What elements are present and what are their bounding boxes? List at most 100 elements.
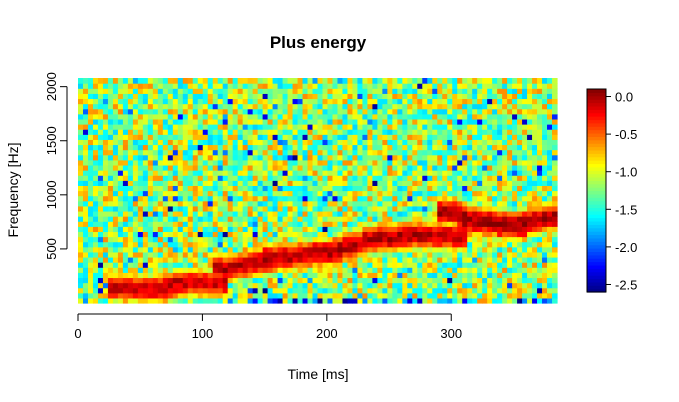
heatmap-cell: [132, 282, 139, 289]
heatmap-cell: [197, 297, 204, 304]
heatmap-cell: [357, 185, 364, 192]
heatmap-cell: [207, 129, 214, 135]
heatmap-cell: [502, 256, 508, 263]
heatmap-cell: [222, 180, 229, 186]
heatmap-cell: [177, 200, 184, 207]
heatmap-cell: [227, 124, 234, 130]
heatmap-cell: [222, 287, 229, 294]
heatmap-cell: [432, 297, 438, 304]
heatmap-cell: [78, 124, 84, 130]
heatmap-cell: [442, 175, 448, 181]
heatmap-cell: [247, 98, 254, 105]
heatmap-cell: [487, 262, 493, 268]
heatmap-cell: [327, 272, 334, 279]
heatmap-cell: [527, 246, 533, 253]
heatmap-cell: [392, 108, 398, 115]
heatmap-cell: [242, 118, 249, 125]
heatmap-cell: [207, 88, 214, 94]
heatmap-cell: [377, 154, 383, 161]
heatmap-cell: [162, 216, 169, 222]
heatmap-cell: [342, 262, 349, 268]
heatmap-cell: [442, 272, 448, 279]
heatmap-cell: [527, 149, 533, 156]
heatmap-cell: [267, 272, 274, 279]
heatmap-cell: [102, 287, 109, 294]
heatmap-cell: [502, 83, 508, 89]
heatmap-cell: [387, 287, 393, 294]
heatmap-cell: [212, 88, 219, 94]
heatmap-cell: [422, 292, 428, 299]
heatmap-cell: [167, 103, 174, 110]
heatmap-cell: [227, 108, 234, 115]
heatmap-cell: [97, 78, 104, 84]
heatmap-cell: [482, 205, 488, 212]
heatmap-cell: [247, 200, 254, 207]
heatmap-cell: [197, 205, 204, 212]
heatmap-cell: [92, 103, 99, 110]
heatmap-cell: [332, 287, 339, 294]
heatmap-cell: [337, 205, 344, 212]
heatmap-cell: [542, 297, 548, 304]
heatmap-cell: [447, 292, 453, 299]
heatmap-cell: [97, 210, 104, 217]
heatmap-cell: [312, 180, 319, 186]
heatmap-cell: [467, 144, 473, 151]
heatmap-cell: [292, 282, 299, 289]
heatmap-cell: [457, 195, 463, 202]
heatmap-cell: [282, 267, 289, 273]
heatmap-cell: [527, 210, 533, 217]
heatmap-cell: [332, 221, 339, 227]
heatmap-cell: [507, 272, 513, 279]
heatmap-cell: [157, 129, 164, 135]
heatmap-cell: [527, 108, 533, 115]
heatmap-cell: [402, 129, 408, 135]
heatmap-cell: [502, 195, 508, 202]
heatmap-cell: [132, 251, 139, 258]
heatmap-cell: [527, 205, 533, 212]
heatmap-cell: [462, 190, 468, 197]
heatmap-cell: [532, 292, 538, 299]
heatmap-cell: [142, 277, 149, 284]
heatmap-cell: [467, 226, 473, 233]
heatmap-cell: [527, 297, 533, 304]
heatmap-cell: [207, 231, 214, 238]
heatmap-cell: [152, 93, 159, 100]
heatmap-cell: [537, 113, 543, 120]
heatmap-cell: [382, 170, 388, 176]
heatmap-cell: [452, 282, 458, 289]
heatmap-cell: [192, 83, 199, 89]
heatmap-cell: [392, 221, 398, 227]
heatmap-cell: [507, 144, 513, 151]
heatmap-cell: [247, 164, 254, 171]
heatmap-cell: [102, 277, 109, 284]
heatmap-cell: [367, 164, 373, 171]
heatmap-cell: [147, 241, 154, 248]
heatmap-cell: [387, 241, 393, 248]
heatmap-cell: [127, 292, 134, 299]
heatmap-cell: [282, 83, 289, 89]
heatmap-cell: [372, 118, 378, 125]
heatmap-cell: [257, 180, 264, 186]
heatmap-cell: [442, 134, 448, 140]
heatmap-cell: [82, 149, 89, 156]
heatmap-cell: [222, 175, 229, 181]
heatmap-cell: [357, 272, 364, 279]
heatmap-cell: [477, 154, 483, 161]
heatmap-cell: [447, 108, 453, 115]
heatmap-cell: [187, 83, 194, 89]
heatmap-cell: [447, 226, 453, 233]
heatmap-cell: [127, 113, 134, 120]
heatmap-cell: [472, 185, 478, 192]
colorbar-segment: [587, 156, 606, 161]
heatmap-cell: [297, 78, 304, 84]
heatmap-cell: [387, 180, 393, 186]
heatmap-cell: [477, 262, 483, 268]
heatmap-cell: [442, 292, 448, 299]
heatmap-cell: [497, 134, 503, 140]
heatmap-cell: [397, 144, 403, 151]
heatmap-cell: [297, 170, 304, 176]
heatmap-cell: [337, 282, 344, 289]
heatmap-cell: [122, 272, 129, 279]
heatmap-cell: [187, 108, 194, 115]
heatmap-cell: [252, 251, 259, 258]
